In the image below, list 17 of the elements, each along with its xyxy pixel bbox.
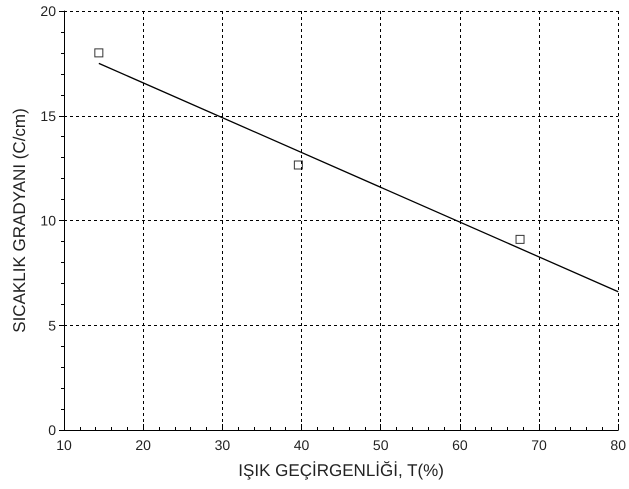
y-axis-title: SICAKLIK GRADYANI (C/cm) — [10, 108, 29, 333]
y-tick-label: 15 — [40, 108, 56, 124]
point — [94, 48, 104, 58]
y-tick-label: 5 — [48, 317, 56, 334]
y-tick-label: 20 — [40, 3, 56, 19]
x-axis-title: IŞIK GEÇİRGENLİĞİ, T(%) — [238, 461, 444, 480]
point — [516, 234, 525, 244]
x-tick-label: 20 — [135, 437, 152, 453]
x-tick-label: 60 — [452, 437, 468, 453]
y-tick-label: 0 — [48, 422, 56, 438]
x-tick-label: 70 — [531, 437, 548, 453]
point — [294, 160, 303, 170]
x-tick-label: 40 — [294, 437, 310, 453]
x-tick-label: 30 — [214, 437, 230, 453]
x-tick-label: 80 — [610, 437, 626, 453]
y-tick-label: 10 — [40, 212, 56, 228]
x-tick-label: 50 — [372, 437, 389, 453]
